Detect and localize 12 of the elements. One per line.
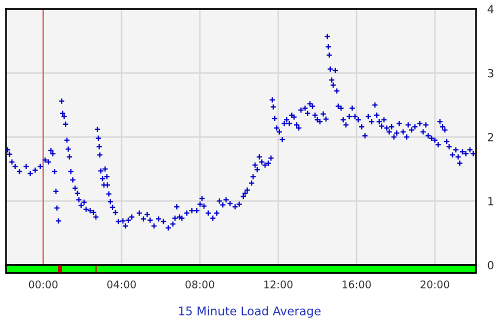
x-tick-label: 00:00 (28, 280, 58, 288)
y-tick-label: 2 (488, 132, 494, 142)
y-tick-label: 1 (488, 197, 494, 206)
x-tick-label: 12:00 (264, 280, 293, 288)
x-tick-label: 16:00 (342, 280, 371, 288)
x-tick-label: 04:00 (107, 280, 136, 288)
x-tick-label: 08:00 (186, 280, 214, 288)
y-tick-label: 0 (488, 260, 494, 270)
y-tick-label: 4 (488, 5, 494, 14)
text: 15 Minute Load Average (179, 306, 321, 318)
x-tick-label: 20:00 (420, 280, 450, 288)
y-tick-label: 3 (488, 68, 494, 78)
